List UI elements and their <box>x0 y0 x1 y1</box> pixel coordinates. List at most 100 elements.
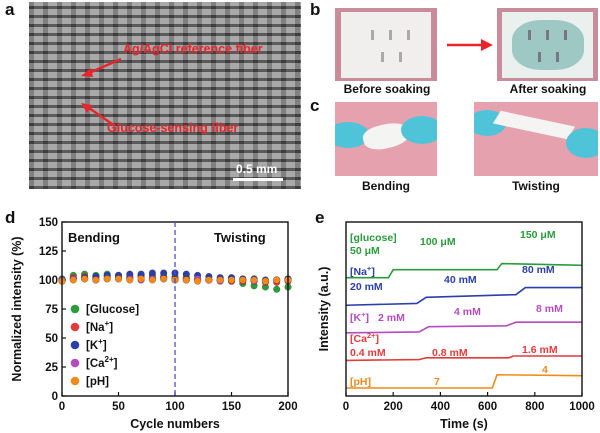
scale-bar <box>233 178 283 181</box>
chart-d-point <box>148 276 157 284</box>
level-label-ph-1: 7 <box>434 376 440 388</box>
chart-e-intensity-time: 0 200 400 600 800 1000 [glucose] 50 μM 100 μM… <box>317 221 595 431</box>
chart-d-ytick-label: 0 <box>52 391 58 403</box>
ref-arrow <box>88 57 122 75</box>
legend-label-ca: [Ca2+] <box>86 355 118 370</box>
chart-d-point <box>193 277 202 285</box>
sensor-sheet-soaked <box>502 12 593 78</box>
legend-label-glucose: [Glucose] <box>86 304 139 316</box>
chart-d-point <box>137 275 145 283</box>
level-label-k-3: 8 mM <box>536 303 563 315</box>
series-k-sup: + <box>361 310 366 319</box>
legend-marker-k <box>70 340 80 350</box>
chart-d-ytick-label: 50 <box>45 333 58 345</box>
legend-na-sup: + <box>105 319 110 328</box>
sem-fabric-image: Ag/AgCl reference fiber Glucose-sensing … <box>29 2 301 189</box>
legend-k-base: [K <box>86 340 99 352</box>
series-k-base: [K <box>350 312 361 324</box>
chart-d-annotation-twisting: Twisting <box>214 230 266 245</box>
series-label-na: [Na+] <box>350 264 375 278</box>
chart-e-xtick-label: 800 <box>525 401 544 413</box>
level-label-ph-2: 4 <box>542 364 548 376</box>
level-label-na-2: 40 mM <box>444 274 477 286</box>
chart-d-point <box>92 276 100 284</box>
series-label-glucose: [glucose] <box>350 232 397 244</box>
chart-e-series-line <box>345 355 582 362</box>
legend-label-k: [K+] <box>86 337 107 352</box>
before-soaking-caption: Before soaking <box>343 82 431 96</box>
chart-d-annotation-bending: Bending <box>68 230 120 245</box>
legend-marker-na <box>70 322 80 332</box>
glove-right <box>401 116 437 144</box>
chart-e-xtick-label: 200 <box>384 401 403 413</box>
level-label-ca-1: 0.4 mM <box>350 347 386 359</box>
chart-e-series-line <box>345 321 582 334</box>
chart-d-ytick-label: 75 <box>45 304 58 316</box>
chart-e-series-line <box>345 286 582 307</box>
level-label-glucose-3: 150 μM <box>520 229 556 241</box>
series-ca-base: [Ca <box>350 333 367 345</box>
chart-d-point <box>239 276 247 284</box>
chart-d-point <box>160 275 168 283</box>
bending-caption: Bending <box>362 179 410 193</box>
chart-d-xtick-label: 50 <box>112 401 125 413</box>
level-label-glucose-2: 100 μM <box>420 236 456 248</box>
red-arrow-icon <box>447 39 493 51</box>
twisting-photo <box>474 102 598 176</box>
chart-d-point <box>126 276 134 284</box>
chart-d-ylabel: Normalized intensity (%) <box>10 236 24 381</box>
level-label-glucose-1: 50 μM <box>350 245 380 257</box>
chart-e-series-line <box>346 262 583 279</box>
series-na-close: ] <box>371 266 375 278</box>
glucose-arrow <box>88 106 116 128</box>
chart-d-xlabel: Cycle numbers <box>130 417 220 431</box>
twisting-caption: Twisting <box>512 179 560 193</box>
chart-d-point <box>227 276 236 284</box>
level-label-k-1: 2 mM <box>378 312 405 324</box>
chart-d-point <box>261 277 270 285</box>
panel-label-a: a <box>5 0 15 19</box>
chart-d-xtick-label: 0 <box>59 401 65 413</box>
after-soaking-photo <box>497 8 598 81</box>
chart-e-xtick-label: 1000 <box>569 401 595 413</box>
chart-e-series-line <box>346 373 583 389</box>
panel-label-c: c <box>310 96 320 115</box>
chart-d-xtick-label: 100 <box>165 401 184 413</box>
panel-label-b: b <box>310 0 321 19</box>
level-label-na-3: 80 mM <box>522 264 555 276</box>
legend-ca-sup: 2+ <box>105 355 114 364</box>
chart-d-xtick-label: 150 <box>222 401 241 413</box>
chart-d-normalized-intensity: 0 50 100 150 200 0 25 50 75 100 125 150 Bending Twi… <box>10 217 298 431</box>
chart-d-point <box>250 276 258 284</box>
legend-ca-base: [Ca <box>86 358 105 370</box>
chart-e-xtick-label: 0 <box>343 401 349 413</box>
series-na-sup: + <box>367 264 372 273</box>
chart-e-xlabel: Time (s) <box>440 417 488 431</box>
chart-e-frame <box>345 221 583 397</box>
series-na-base: [Na <box>350 266 367 278</box>
chart-d-point <box>205 276 213 284</box>
chart-d-ytick-label: 100 <box>39 275 58 287</box>
legend-na-base: [Na <box>86 322 105 334</box>
chart-d-ytick-label: 25 <box>45 362 58 374</box>
chart-e-xtick-label: 400 <box>431 401 450 413</box>
series-label-k: [K+] <box>350 310 369 324</box>
legend-k-close: ] <box>103 340 107 352</box>
ref-arrow-head <box>81 68 93 77</box>
chart-d-ytick-label: 125 <box>39 246 59 258</box>
chart-e-xtick-label: 600 <box>478 401 497 413</box>
chart-d-ytick-label: 150 <box>39 217 58 229</box>
panel-label-e: e <box>315 208 325 227</box>
chart-d-point <box>103 275 111 283</box>
chart-d-point <box>216 276 224 284</box>
series-label-ca: [Ca2+] <box>350 331 379 345</box>
fiber-annotations <box>81 57 122 128</box>
sensor-twisted <box>492 110 576 140</box>
series-ca-sup: 2+ <box>367 331 376 340</box>
glove-right-twist <box>566 128 598 158</box>
level-label-k-2: 4 mM <box>454 306 481 318</box>
chart-d-point <box>182 276 190 284</box>
level-label-ca-3: 1.6 mM <box>522 344 558 356</box>
legend-marker-glucose <box>70 304 80 314</box>
chart-e-ylabel: Intensity (a.u.) <box>317 267 331 352</box>
